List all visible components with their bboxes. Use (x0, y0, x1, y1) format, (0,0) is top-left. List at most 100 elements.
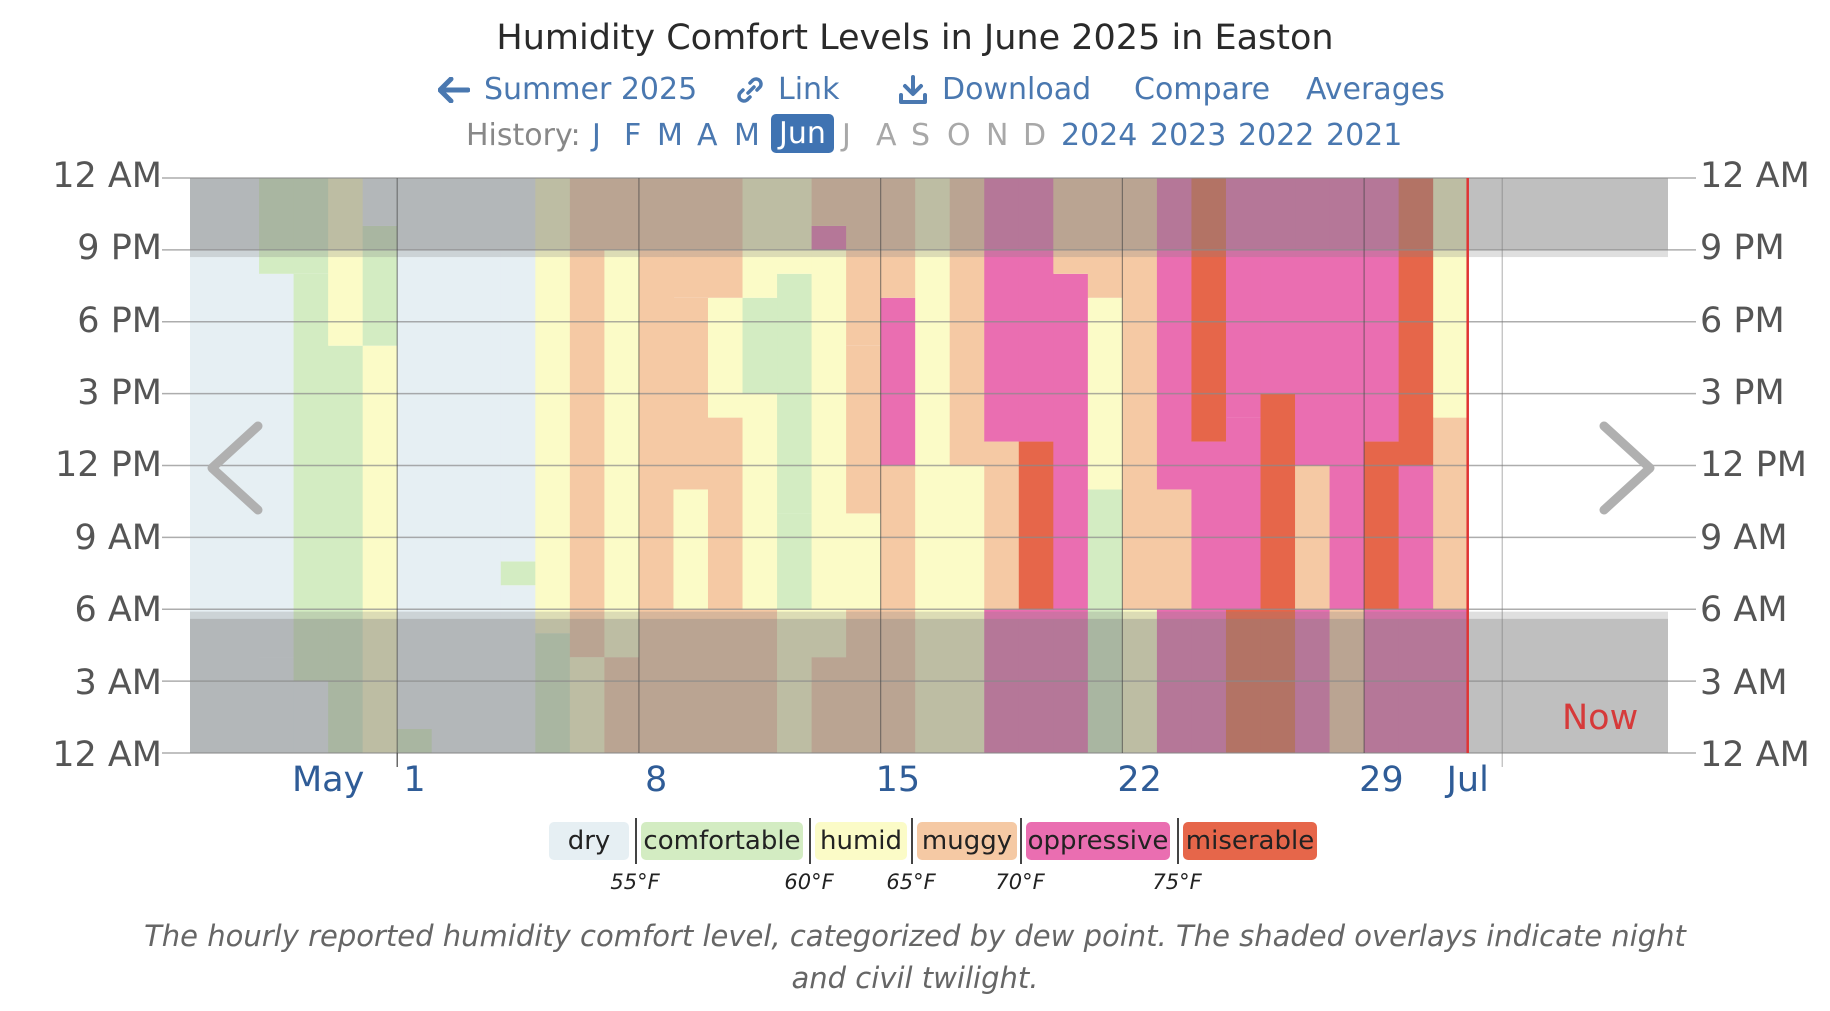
history-month-apr[interactable]: A (697, 118, 718, 153)
heatmap-cell-oppressive (1398, 609, 1434, 753)
heatmap-cell-oppressive (1225, 417, 1262, 610)
next-month-button[interactable] (1592, 418, 1662, 522)
threshold-65: 65°F (886, 870, 936, 894)
heatmap-cell-oppressive (880, 297, 916, 466)
heatmap-cell-dry (500, 585, 536, 753)
night-overlay-morning (190, 618, 1668, 753)
chart-title: Humidity Comfort Levels in June 2025 in … (496, 18, 1334, 58)
history-month-jun-selected[interactable]: Jun (771, 114, 834, 153)
x-tick-label: 15 (875, 760, 921, 800)
legend-separator (911, 818, 913, 864)
compare-label: Compare (1134, 72, 1271, 107)
heatmap-cell-comfortable (1087, 489, 1123, 610)
heatmap-cell-miserable (1260, 609, 1296, 753)
heatmap-cell-oppressive (1295, 609, 1331, 753)
heatmap-cell-muggy (880, 465, 916, 610)
heatmap-cell-dry (259, 657, 295, 753)
heatmap-cell-humid (846, 513, 882, 610)
heatmap-cell-miserable (1364, 441, 1400, 610)
heatmap-cell-oppressive (1156, 178, 1193, 490)
heatmap-cell-oppressive (1053, 609, 1089, 753)
link-button[interactable]: Link (736, 72, 839, 107)
heatmap-cell-oppressive (1018, 609, 1054, 753)
y-tick-left: 12 PM (55, 445, 162, 485)
summer-link-label: Summer 2025 (484, 72, 698, 107)
y-tick-right: 9 PM (1700, 228, 1785, 268)
averages-label: Averages (1306, 72, 1445, 107)
previous-month-button[interactable] (200, 418, 270, 522)
heatmap-cell-oppressive (1260, 178, 1296, 394)
heatmap-cell-comfortable (777, 273, 813, 514)
history-label: History: (466, 118, 581, 153)
heatmap-cell-dry (466, 178, 502, 753)
legend-comfortable: comfortable (641, 822, 803, 860)
history-year-2022[interactable]: 2022 (1238, 118, 1315, 153)
heatmap-cell-muggy (1433, 417, 1469, 610)
history-month-jan[interactable]: J (592, 118, 601, 153)
heatmap-cell-muggy (1087, 178, 1123, 298)
heatmap-cell-muggy (638, 178, 675, 753)
heatmap-cell-muggy (569, 178, 605, 250)
heatmap-cell-humid (811, 249, 847, 658)
heatmap-cell-oppressive (1433, 609, 1469, 753)
heatmap-cell-muggy (673, 178, 709, 298)
history-month-mar[interactable]: M (657, 118, 683, 153)
x-tick-label: May (291, 760, 365, 800)
heatmap-cell-dry (397, 178, 433, 730)
history-month-jul: J (842, 118, 851, 153)
now-label: Now (1562, 698, 1639, 738)
heatmap-cell-comfortable (328, 609, 364, 753)
history-month-nov: N (986, 118, 1009, 153)
threshold-70: 70°F (995, 870, 1045, 894)
history-month-may[interactable]: M (734, 118, 760, 153)
history-year-2024[interactable]: 2024 (1061, 118, 1138, 153)
heatmap-cell-oppressive (1364, 178, 1400, 442)
heatmap-cell-muggy (742, 609, 778, 753)
heatmap-cell-comfortable (293, 273, 329, 682)
averages-link[interactable]: Averages (1306, 72, 1445, 107)
heatmap-cell-humid (707, 297, 744, 418)
heatmap-cell-humid (777, 178, 813, 274)
heatmap-cell-humid (742, 178, 778, 298)
heatmap-cell-oppressive (1191, 609, 1227, 753)
heatmap-cell-miserable (1398, 178, 1434, 466)
twilight-overlay-morning (190, 611, 1668, 619)
heatmap-cell-oppressive (984, 609, 1020, 753)
download-label: Download (942, 72, 1092, 107)
history-year-2021[interactable]: 2021 (1326, 118, 1403, 153)
heatmap-cell-comfortable (293, 178, 329, 274)
heatmap-cell-muggy (1053, 178, 1089, 274)
heatmap-cell-oppressive (1329, 465, 1365, 610)
heatmap-cell-humid (915, 178, 951, 753)
heatmap-cell-humid (604, 249, 640, 658)
x-tick-label: 22 (1117, 760, 1162, 800)
legend-dry: dry (549, 822, 629, 860)
download-button[interactable]: Download (898, 72, 1091, 107)
history-year-2023[interactable]: 2023 (1150, 118, 1227, 153)
heatmap-cell-muggy (811, 657, 847, 753)
heatmap-cell-muggy (1295, 465, 1331, 610)
legend-separator (809, 818, 811, 864)
summer-link[interactable]: Summer 2025 (438, 72, 697, 107)
y-tick-right: 12 AM (1700, 156, 1810, 196)
y-tick-right: 9 AM (1700, 518, 1788, 558)
x-tick-label: Jul (1446, 760, 1489, 800)
heatmap-cell-humid (1122, 609, 1158, 753)
x-tick-label: 1 (403, 760, 426, 800)
heatmap-cell-comfortable (259, 178, 295, 274)
y-tick-right: 12 AM (1700, 735, 1810, 775)
heatmap-cell-humid (1433, 178, 1469, 418)
legend-miserable: miserable (1183, 822, 1317, 860)
heatmap-cell-humid (777, 609, 813, 753)
history-month-sep: S (911, 118, 931, 153)
chevron-right-icon (1599, 421, 1655, 515)
compare-link[interactable]: Compare (1134, 72, 1270, 107)
heatmap-cell-oppressive (1225, 178, 1262, 418)
legend-separator (635, 818, 637, 864)
history-month-feb[interactable]: F (624, 118, 642, 153)
heatmap-cell-muggy (707, 417, 744, 610)
heatmap-cell-dry (431, 178, 467, 753)
y-tick-left: 3 PM (77, 373, 162, 413)
heatmap-cell-comfortable (397, 729, 433, 753)
heatmap-cell-comfortable (742, 297, 778, 394)
